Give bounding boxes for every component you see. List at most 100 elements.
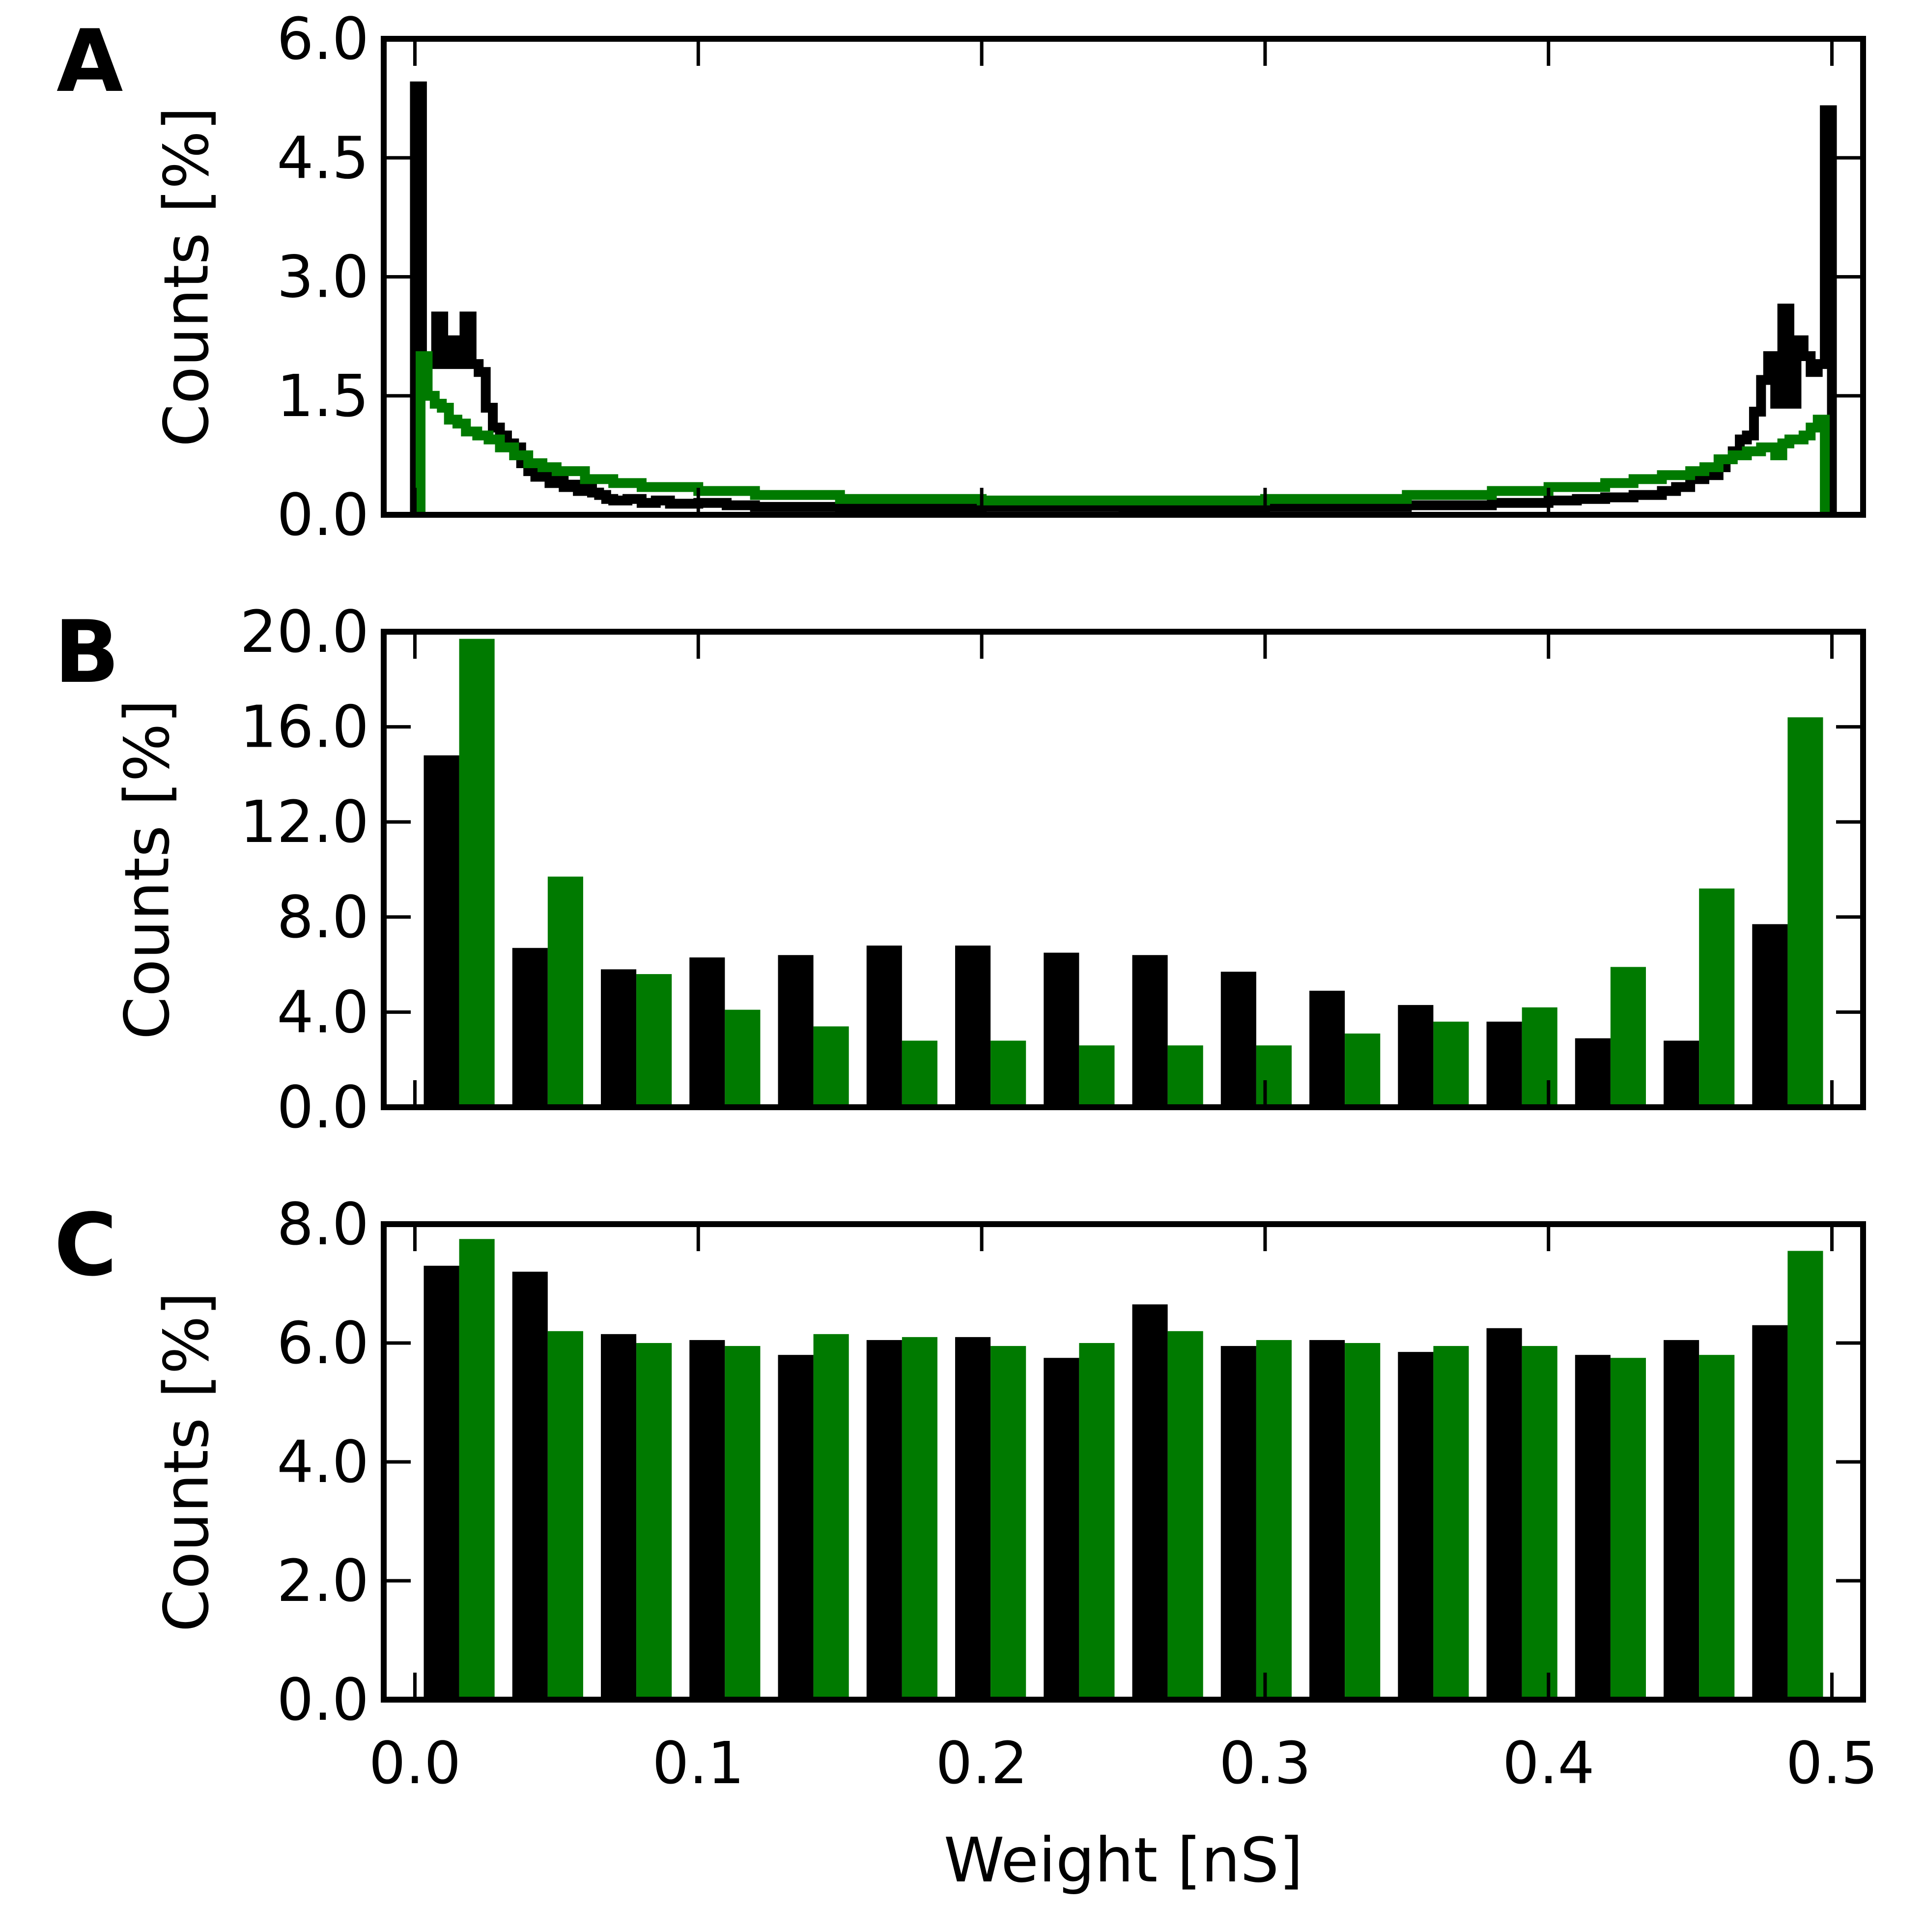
bar-series-1-bin-4 [689,1340,725,1700]
y-tick-label: 8.0 [277,883,369,951]
bar-series-2-bin-3 [636,1343,672,1700]
step-line-series-2 [415,351,1830,515]
bar-series-1-bin-10 [1220,972,1256,1107]
panel-a: 0.0 1.5 3.0 4.5 6.0 Counts [%] A [57,5,1866,549]
bar-series-2-bin-6 [902,1040,937,1107]
bar-series-2-bin-11 [1345,1033,1381,1107]
bar-series-1-bin-9 [1132,1304,1168,1700]
panel-b: 0.0 4.0 8.0 12.0 16.0 20.0 Counts [%]B [54,598,1866,1141]
y-tick-label: 16.0 [240,693,369,761]
bar-series-2-bin-4 [725,1346,761,1700]
bar-series-1-bin-5 [778,1355,814,1700]
y-tick-label: 0.0 [277,1073,369,1141]
bar-series-1-bin-9 [1132,955,1168,1107]
bar-series-1-bin-4 [689,957,725,1107]
x-axis-label: Weight [nS] [944,1825,1303,1896]
y-tick-label: 3.0 [277,243,369,311]
bar-series-1-bin-3 [600,1334,637,1700]
bar-series-1-bin-2 [512,1271,548,1700]
bar-series-2-bin-8 [1079,1343,1115,1700]
bar-series-2-bin-13 [1522,1346,1557,1700]
bar-series-1-bin-8 [1044,1358,1079,1700]
bar-series-2-bin-2 [547,876,583,1107]
bar-series-1-bin-11 [1309,990,1345,1107]
bar-series-1-bin-14 [1575,1355,1611,1700]
y-tick-label: 4.0 [277,1428,369,1496]
bar-series-1-bin-16 [1752,1325,1788,1700]
bar-series-2-bin-5 [813,1026,849,1107]
bar-series-2-bin-10 [1256,1340,1292,1700]
bar-series-1-bin-12 [1398,1352,1434,1700]
x-tick-label: 0.2 [935,1729,1028,1797]
bar-series-2-bin-9 [1167,1045,1203,1107]
bar-series-1-bin-15 [1664,1040,1699,1107]
bar-series-1-bin-13 [1486,1328,1522,1700]
plot-frame [381,36,1866,518]
y-tick-label: 6.0 [277,1309,369,1377]
bar-series-2-bin-12 [1433,1346,1469,1700]
bar-series-1-bin-2 [512,948,548,1107]
bar-series-1-bin-13 [1486,1021,1522,1107]
bar-series-1-bin-8 [1044,952,1079,1107]
y-axis-label: Counts [%] [151,107,223,447]
panel-letter: C [54,1196,117,1295]
y-axis-label: Counts [%] [151,1292,223,1632]
bar-series-1-bin-1 [424,1265,459,1700]
bar-series-2-bin-10 [1256,1045,1292,1107]
bar-series-1-bin-6 [866,1340,902,1700]
bar-series-2-bin-7 [990,1346,1026,1700]
bar-series-2-bin-12 [1433,1021,1469,1107]
bar-series-2-bin-14 [1610,967,1646,1107]
bar-series-1-bin-16 [1752,924,1788,1107]
bar-series-2-bin-5 [813,1334,849,1700]
bar-series-2-bin-1 [459,1239,495,1700]
bar-series-1-bin-12 [1398,1005,1434,1107]
bar-series-2-bin-11 [1345,1343,1381,1700]
bar-series-2-bin-3 [636,974,672,1107]
bar-series-2-bin-4 [725,1009,761,1107]
bar-series-2-bin-15 [1699,1355,1735,1700]
x-tick-label: 0.4 [1502,1729,1595,1797]
bar-series-2-bin-16 [1787,1251,1823,1700]
bar-series-1-bin-6 [866,945,902,1107]
y-tick-label: 0.0 [277,1666,369,1734]
y-tick-label: 6.0 [277,5,369,73]
y-tick-label: 20.0 [240,598,369,666]
y-tick-label: 0.0 [277,481,369,549]
bar-series-1-bin-10 [1220,1346,1256,1700]
panel-c: 0.0 2.0 4.0 6.0 8.0 Counts [%] C [54,1190,1866,1734]
bar-series-1-bin-7 [955,945,991,1107]
y-tick-label: 4.5 [277,124,369,192]
bar-series-1-bin-14 [1575,1038,1611,1107]
y-tick-label: 4.0 [277,978,369,1046]
y-axis-label: Counts [%] [112,700,183,1039]
step-line-series-1 [410,81,1837,515]
bar-series-2-bin-7 [990,1040,1026,1107]
y-tick-label: 12.0 [240,788,369,856]
x-tick-label: 0.0 [369,1729,461,1797]
panel-letter: A [57,12,123,112]
bar-series-1-bin-11 [1309,1340,1345,1700]
panel-letter: B [54,603,119,702]
bar-series-2-bin-6 [902,1337,937,1700]
x-tick-label: 0.5 [1786,1729,1878,1797]
bar-series-1-bin-5 [778,955,814,1107]
x-axis-shared: 0.0 0.1 0.2 0.3 0.4 0.5 Weight [nS] [369,1729,1878,1896]
bar-series-1-bin-15 [1664,1340,1699,1700]
bar-series-1-bin-1 [424,755,459,1107]
bar-series-1-bin-7 [955,1337,991,1700]
bar-series-2-bin-14 [1610,1358,1646,1700]
bar-series-2-bin-13 [1522,1007,1557,1107]
bar-series-2-bin-16 [1787,717,1823,1107]
bar-series-2-bin-8 [1079,1045,1115,1107]
bar-series-2-bin-9 [1167,1331,1203,1700]
y-tick-label: 8.0 [277,1190,369,1258]
bar-series-2-bin-2 [547,1331,583,1700]
plot-frame [381,629,1866,1110]
y-tick-label: 1.5 [277,362,369,430]
bar-series-2-bin-15 [1699,888,1735,1107]
bar-series-2-bin-1 [459,639,495,1107]
bar-series-1-bin-3 [600,969,637,1107]
y-tick-label: 2.0 [277,1547,369,1615]
